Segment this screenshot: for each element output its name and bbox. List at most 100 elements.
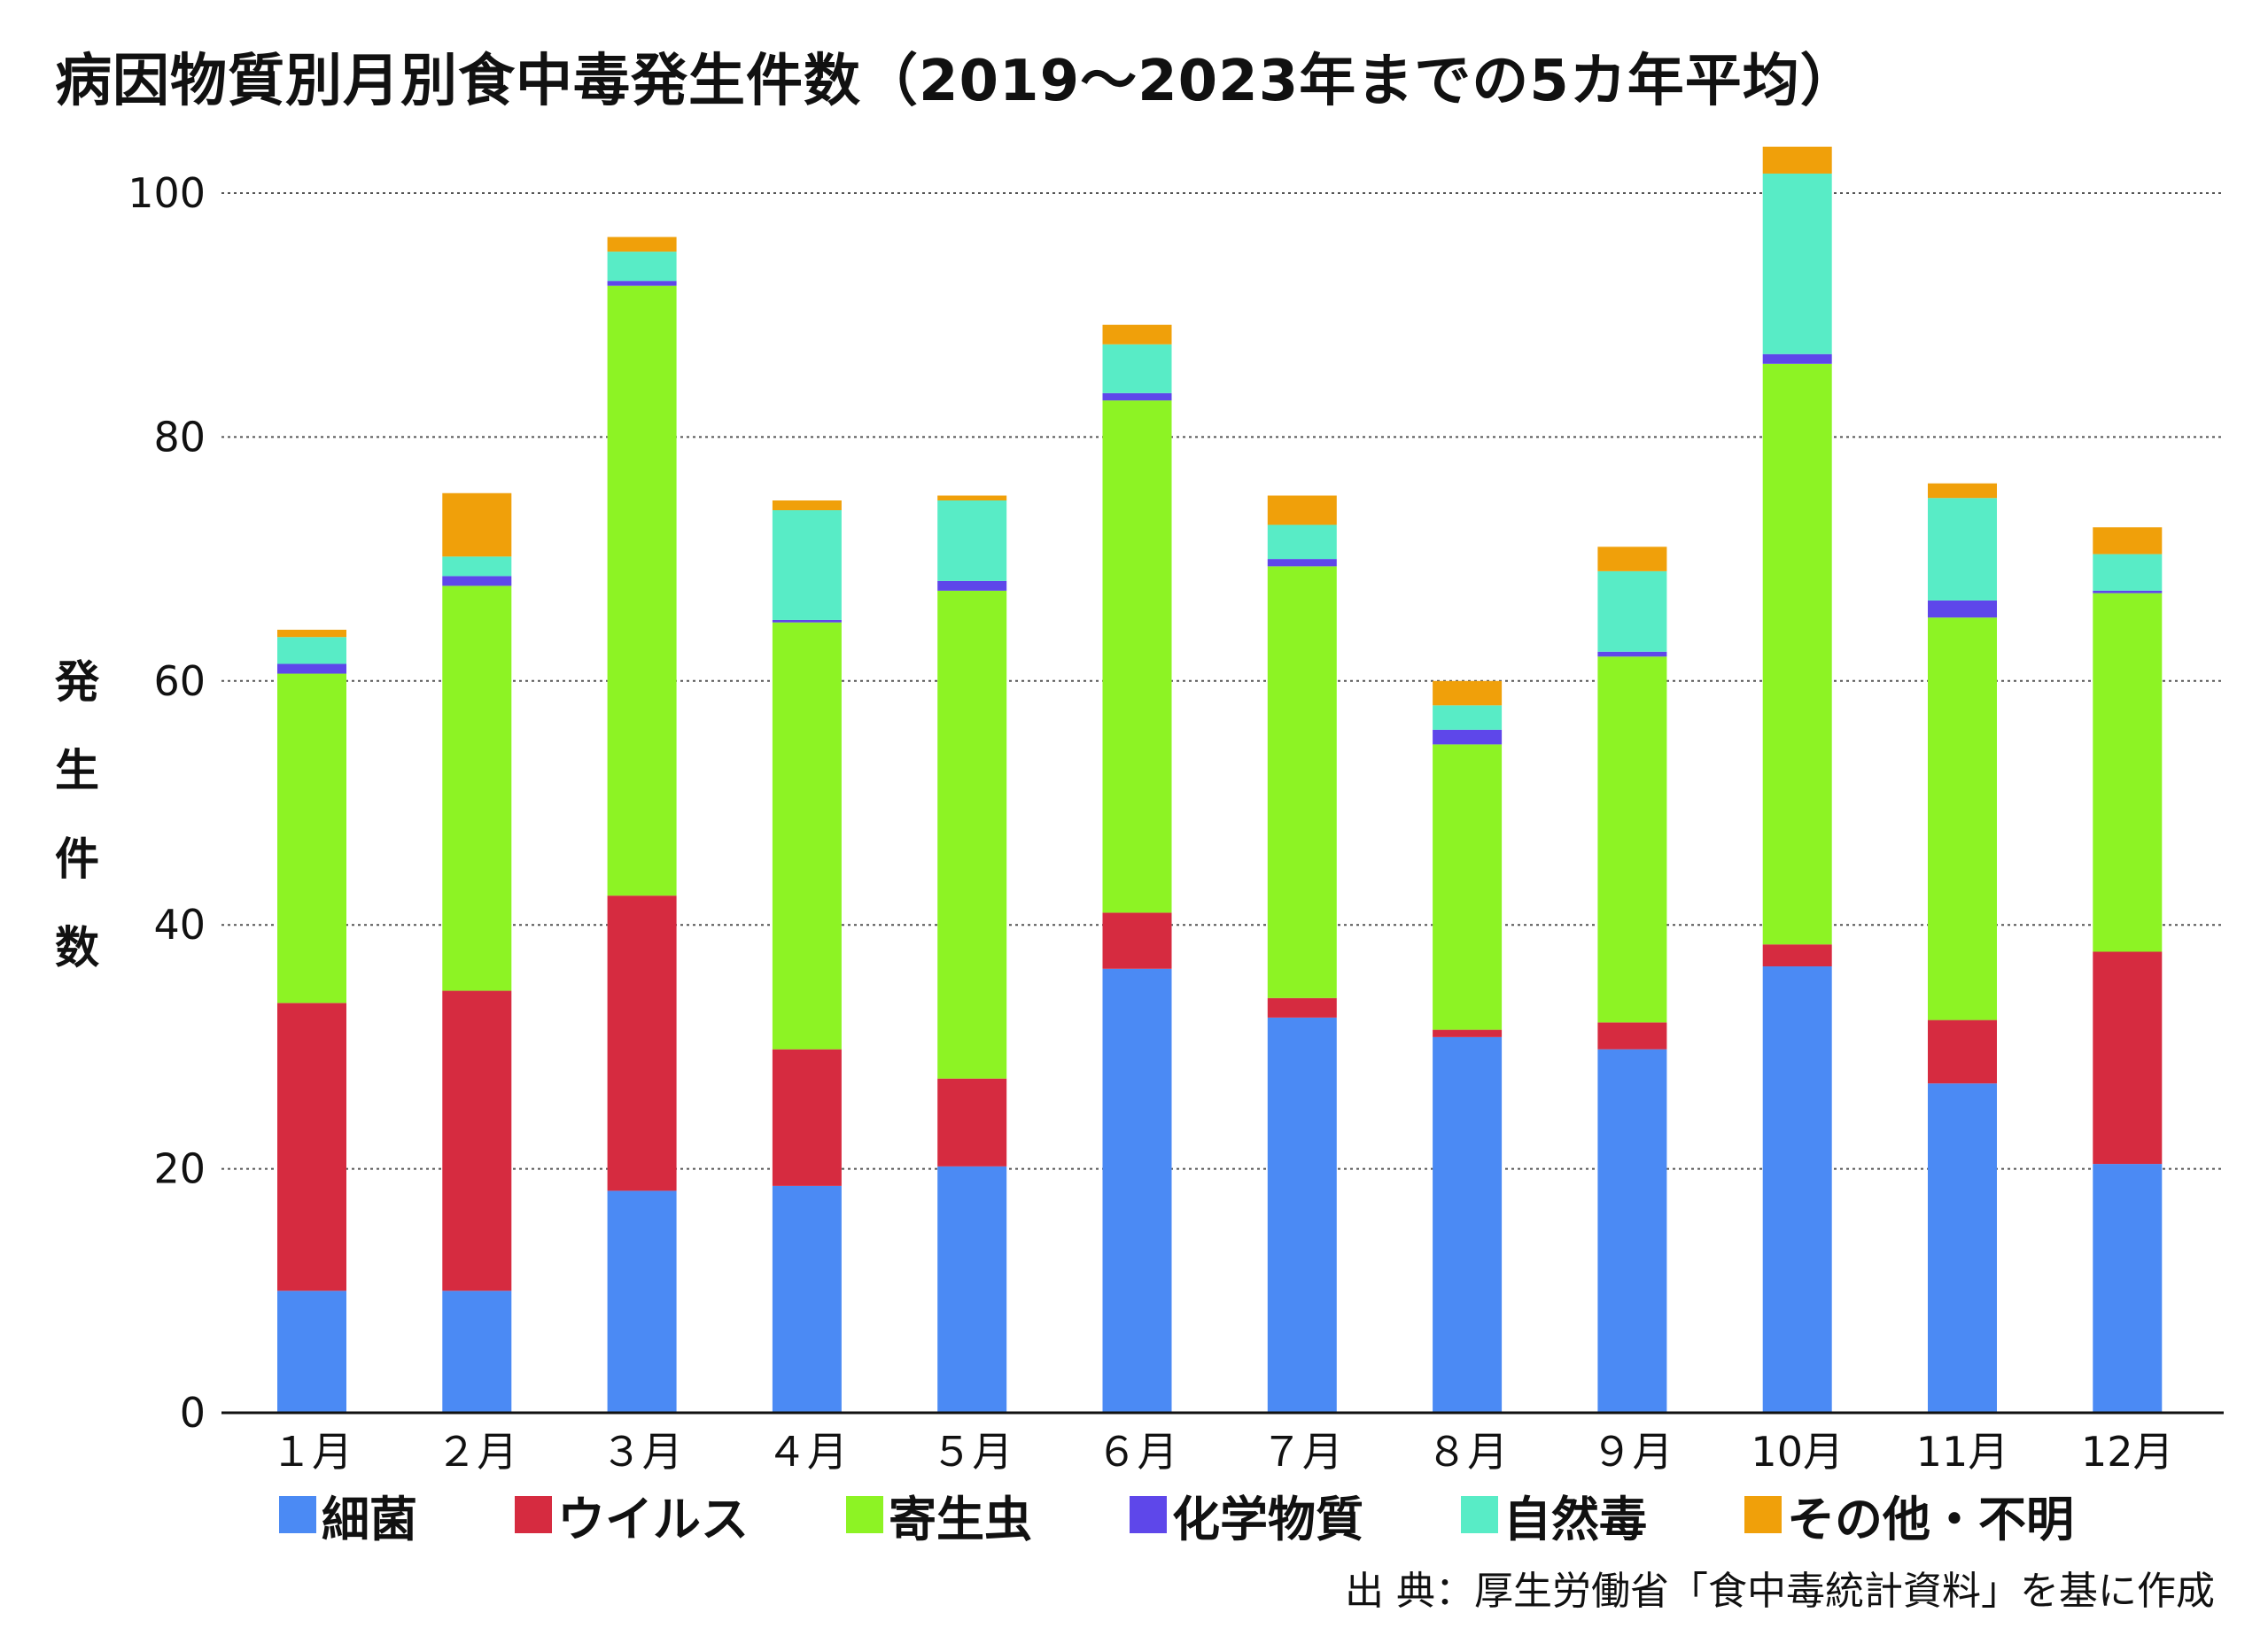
x-tick-label: ２月 (436, 1428, 517, 1476)
bar-segment (1928, 617, 1997, 1020)
bar-segment (1762, 353, 1832, 364)
bar-segment (442, 1291, 512, 1413)
bar-segment (1928, 1019, 1997, 1084)
bar-segment (1102, 344, 1172, 393)
legend-label: 細菌 (322, 1491, 417, 1547)
bar-segment (772, 1049, 842, 1186)
x-tick-label: １月 (271, 1428, 353, 1476)
bar-segment (1762, 146, 1832, 174)
legend-item: ウイルス (515, 1480, 749, 1550)
bar-segment (277, 673, 346, 1004)
bar-segment (442, 585, 512, 991)
legend-item: 化学物質 (1130, 1480, 1363, 1550)
source-note: 出 典：厚生労働省「食中毒統計資料」を基に作成 (1345, 1569, 2215, 1614)
bar-segment (607, 285, 677, 896)
y-tick-label: 20 (153, 1145, 206, 1193)
y-axis-label-char-2: 生 (55, 745, 99, 796)
bar-segment (1597, 656, 1667, 1023)
bar-segment (1597, 651, 1667, 657)
bar-segment (442, 556, 512, 577)
bar-segment (607, 281, 677, 286)
bar-segment (1433, 1036, 1503, 1413)
bar-segment (607, 252, 677, 282)
bar-segment (442, 492, 512, 557)
legend-swatch (1744, 1496, 1782, 1533)
bar-segment (1102, 912, 1172, 969)
bar-segment (2093, 554, 2163, 591)
y-tick-label: 0 (180, 1389, 206, 1437)
bar-segment (2093, 593, 2163, 952)
x-tick-label: 10月 (1751, 1428, 1844, 1476)
bar-segment (937, 1166, 1007, 1413)
y-axis-label-char-4: 数 (55, 922, 99, 973)
bar-segment (1928, 1083, 1997, 1413)
bar-segment (442, 990, 512, 1291)
bar-segment (607, 1190, 677, 1413)
bar-segment (1928, 498, 1997, 601)
bar-segment (937, 590, 1007, 1079)
y-axis-label-char-1: 発 (55, 656, 99, 708)
legend-swatch (515, 1496, 552, 1533)
bar-segment (277, 1291, 346, 1413)
legend-label: ウイルス (557, 1491, 749, 1547)
bar-segment (442, 576, 512, 586)
bar-segment (1762, 966, 1832, 1413)
bar-segment (1102, 392, 1172, 401)
bar-segment (937, 1078, 1007, 1167)
x-tick-label: ５月 (931, 1428, 1013, 1476)
legend-label: 寄生虫 (889, 1491, 1032, 1547)
legend-item: 細菌 (279, 1480, 417, 1550)
legend-item: 寄生虫 (846, 1480, 1032, 1550)
bar-segment (772, 619, 842, 623)
chart-title: 病因物質別月別食中毒発生件数（2019～2023年までの5カ年平均） (55, 49, 1858, 114)
y-tick-label: 60 (153, 657, 206, 705)
bar-segment (1102, 400, 1172, 913)
bar-segment (1102, 324, 1172, 345)
bar-segment (772, 500, 842, 511)
bar-segment (937, 580, 1007, 591)
bar-segment (772, 1185, 842, 1413)
bar-segment (1928, 483, 1997, 499)
bar-segment (2093, 590, 2163, 593)
legend-label: 化学物質 (1172, 1491, 1363, 1547)
y-axis-label-char-3: 件 (55, 833, 99, 885)
y-tick-label: 100 (128, 169, 206, 217)
bar-segment (1597, 547, 1667, 571)
bar-segment (607, 895, 677, 1191)
bar-segment (1433, 680, 1503, 706)
legend-label: その他・不明 (1787, 1491, 2074, 1547)
y-axis-label: 発 生 件 数 (46, 638, 108, 992)
bar-segment (2093, 951, 2163, 1165)
bar-segment (1433, 705, 1503, 730)
x-tick-label: ６月 (1097, 1428, 1178, 1476)
x-tick-label: 12月 (2081, 1428, 2174, 1476)
bar-segment (1267, 997, 1337, 1018)
x-tick-label: ８月 (1426, 1428, 1508, 1476)
bar-segment (1762, 944, 1832, 967)
bar-segment (1597, 570, 1667, 652)
bar-segment (1433, 744, 1503, 1030)
bar-segment (772, 622, 842, 1050)
legend-swatch (1461, 1496, 1498, 1533)
bar-segment (1762, 173, 1832, 354)
bar-segment (772, 510, 842, 620)
bar-segment (1928, 600, 1997, 618)
bar-segment (1762, 363, 1832, 945)
bar-segment (277, 637, 346, 664)
bar-segment (937, 500, 1007, 581)
legend-swatch (846, 1496, 883, 1533)
legend-swatch (279, 1496, 316, 1533)
bar-segment (1597, 1049, 1667, 1413)
bar-segment (1267, 559, 1337, 567)
bar-segment (277, 1003, 346, 1291)
bar-segment (2093, 1164, 2163, 1413)
x-tick-label: ３月 (602, 1428, 683, 1476)
x-tick-label: ７月 (1262, 1428, 1343, 1476)
bar-segment (1267, 524, 1337, 560)
legend-swatch (1130, 1496, 1167, 1533)
bar-segment (277, 663, 346, 674)
bar-segment (1102, 968, 1172, 1413)
legend-item: その他・不明 (1744, 1480, 2074, 1550)
bar-segment (277, 629, 346, 638)
